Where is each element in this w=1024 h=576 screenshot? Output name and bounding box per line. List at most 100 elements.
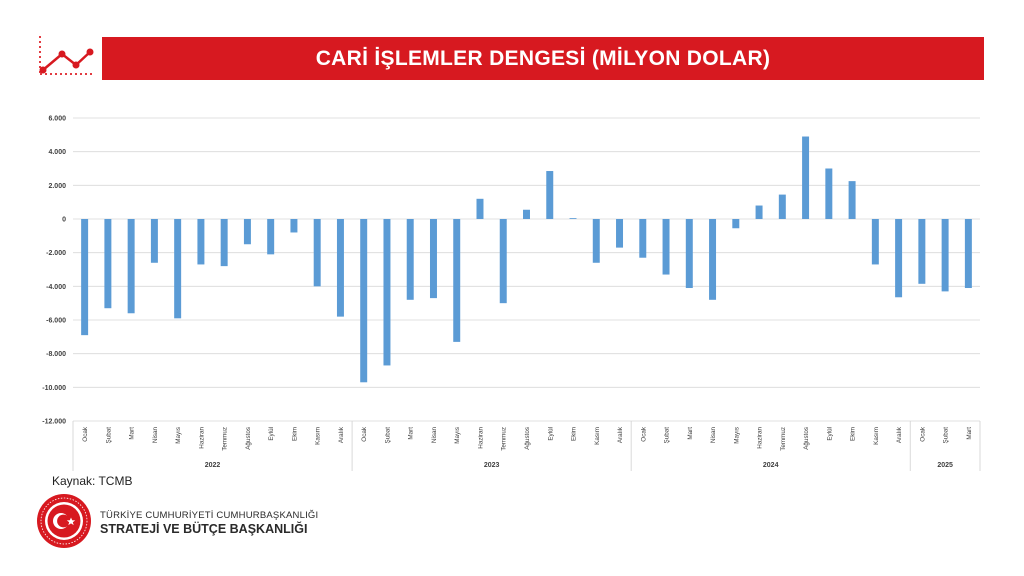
bar bbox=[197, 219, 205, 265]
x-tick-label: Temmuz bbox=[501, 427, 508, 451]
institution-name: TÜRKİYE CUMHURİYETİ CUMHURBAŞKANLIĞI STR… bbox=[100, 510, 318, 536]
bar bbox=[336, 219, 344, 317]
bar bbox=[243, 219, 251, 245]
bar bbox=[499, 219, 507, 304]
x-tick-label: Ekim bbox=[571, 427, 578, 441]
x-tick-label: Mart bbox=[966, 427, 973, 440]
x-tick-label: Temmuz bbox=[780, 427, 787, 451]
x-tick-label: Haziran bbox=[477, 427, 484, 449]
x-tick-label: Şubat bbox=[105, 427, 112, 444]
y-tick-label: -12.000 bbox=[42, 419, 66, 426]
institution-line-2: STRATEJİ VE BÜTÇE BAŞKANLIĞI bbox=[100, 522, 308, 536]
year-label: 2022 bbox=[205, 462, 221, 469]
bar bbox=[848, 181, 856, 219]
x-tick-label: Eylül bbox=[826, 427, 833, 441]
bar bbox=[406, 219, 414, 300]
x-tick-label: Ağustos bbox=[524, 427, 531, 450]
bar bbox=[453, 219, 461, 342]
x-tick-label: Ocak bbox=[640, 426, 647, 442]
x-tick-label: Ocak bbox=[82, 426, 89, 442]
y-tick-label: 0 bbox=[62, 217, 66, 224]
bar bbox=[778, 194, 786, 219]
page-title: CARİ İŞLEMLER DENGESİ (MİLYON DOLAR) bbox=[315, 46, 771, 70]
bar bbox=[383, 219, 391, 366]
bar bbox=[104, 219, 112, 309]
x-tick-label: Nisan bbox=[431, 427, 438, 444]
x-tick-label: Ağustos bbox=[803, 427, 810, 450]
x-tick-label: Ekim bbox=[850, 427, 857, 441]
bar bbox=[662, 219, 670, 275]
x-tick-label: Nisan bbox=[710, 427, 717, 444]
trend-line-icon bbox=[39, 36, 94, 75]
bar bbox=[476, 198, 484, 219]
bar bbox=[825, 168, 833, 219]
x-tick-label: Eylül bbox=[268, 427, 275, 441]
x-tick-label: Aralık bbox=[338, 426, 345, 443]
x-tick-label: Şubat bbox=[664, 427, 671, 444]
x-tick-label: Mart bbox=[687, 427, 694, 440]
bar bbox=[429, 219, 437, 299]
bar bbox=[290, 219, 298, 233]
y-tick-label: -2.000 bbox=[46, 250, 66, 257]
y-tick-label: -8.000 bbox=[46, 351, 66, 358]
x-tick-label: Kasım bbox=[594, 427, 601, 445]
bar bbox=[941, 219, 949, 292]
bar bbox=[523, 209, 530, 219]
x-tick-label: Haziran bbox=[198, 427, 205, 449]
x-tick-label: Mayıs bbox=[175, 427, 182, 444]
x-tick-label: Ocak bbox=[919, 426, 926, 442]
title-banner: CARİ İŞLEMLER DENGESİ (MİLYON DOLAR) bbox=[102, 37, 984, 80]
x-tick-label: Şubat bbox=[384, 427, 391, 444]
x-tick-label: Ocak bbox=[361, 426, 368, 442]
bar bbox=[569, 218, 577, 219]
bar bbox=[267, 219, 275, 255]
bar bbox=[755, 205, 763, 219]
x-tick-label: Nisan bbox=[152, 427, 159, 444]
bar bbox=[639, 219, 647, 258]
y-tick-label: 6.000 bbox=[48, 116, 66, 123]
x-tick-label: Temmuz bbox=[222, 427, 229, 451]
bar bbox=[313, 219, 321, 287]
y-tick-label: -10.000 bbox=[42, 385, 66, 392]
bar bbox=[709, 219, 717, 300]
bar bbox=[964, 219, 972, 289]
bar bbox=[127, 219, 135, 314]
x-tick-label: Ekim bbox=[291, 427, 298, 441]
year-label: 2025 bbox=[937, 462, 953, 469]
institution-seal-icon bbox=[37, 494, 91, 548]
bar bbox=[174, 219, 182, 319]
institution-line-1: TÜRKİYE CUMHURİYETİ CUMHURBAŞKANLIĞI bbox=[100, 510, 319, 521]
bar bbox=[220, 219, 228, 267]
bar bbox=[616, 219, 624, 248]
year-label: 2024 bbox=[763, 462, 779, 469]
bar bbox=[918, 219, 926, 284]
bar bbox=[592, 219, 600, 263]
x-tick-label: Haziran bbox=[757, 427, 764, 449]
bar bbox=[802, 136, 810, 219]
year-label: 2023 bbox=[484, 462, 500, 469]
x-tick-label: Kasım bbox=[315, 427, 322, 445]
bar bbox=[895, 219, 903, 298]
x-tick-label: Kasım bbox=[873, 427, 880, 445]
x-tick-label: Aralık bbox=[896, 426, 903, 443]
source-label: Kaynak: TCMB bbox=[52, 474, 133, 488]
y-tick-label: 4.000 bbox=[48, 149, 66, 156]
bar bbox=[81, 219, 89, 336]
x-tick-label: Aralık bbox=[617, 426, 624, 443]
x-tick-label: Eylül bbox=[547, 427, 554, 441]
bar bbox=[685, 219, 693, 289]
bar bbox=[871, 219, 879, 265]
x-tick-label: Mayıs bbox=[733, 427, 740, 444]
x-tick-label: Mayıs bbox=[454, 427, 461, 444]
y-tick-label: -6.000 bbox=[46, 318, 66, 325]
x-tick-label: Mart bbox=[129, 427, 136, 440]
x-tick-label: Ağustos bbox=[245, 427, 252, 450]
bar bbox=[150, 219, 158, 263]
bar bbox=[360, 219, 368, 383]
bar bbox=[732, 219, 740, 229]
x-tick-label: Mart bbox=[408, 427, 415, 440]
y-tick-label: 2.000 bbox=[48, 183, 66, 190]
bar bbox=[546, 171, 554, 219]
x-tick-label: Şubat bbox=[943, 427, 950, 444]
